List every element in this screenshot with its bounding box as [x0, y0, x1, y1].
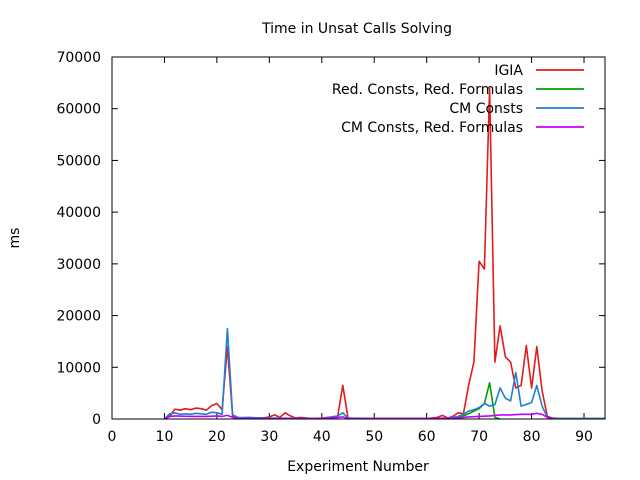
y-tick-label: 20000: [56, 309, 101, 325]
legend-label: CM Consts: [449, 101, 523, 117]
x-tick-label: 60: [418, 429, 436, 445]
y-tick-label: 70000: [56, 50, 101, 66]
x-tick-label: 50: [365, 429, 383, 445]
axis-ticks: [111, 56, 605, 420]
legend-label: Red. Consts, Red. Formulas: [332, 82, 523, 98]
legend-label: CM Consts, Red. Formulas: [341, 120, 523, 136]
legend-label: IGIA: [494, 63, 523, 79]
y-tick-label: 40000: [56, 205, 101, 221]
y-tick-label: 0: [92, 412, 101, 428]
x-tick-label: 40: [313, 429, 331, 445]
y-tick-labels: 0 10000 20000 30000 40000 50000 60000 70000: [56, 50, 101, 428]
x-tick-label: 20: [208, 429, 226, 445]
y-tick-label: 50000: [56, 153, 101, 169]
y-tick-label: 30000: [56, 257, 101, 273]
x-tick-label: 90: [575, 429, 593, 445]
x-tick-label: 30: [260, 429, 278, 445]
y-tick-label: 10000: [56, 360, 101, 376]
y-tick-label: 60000: [56, 102, 101, 118]
legend: IGIA Red. Consts, Red. Formulas CM Consts C…: [332, 63, 584, 136]
x-tick-label: 70: [470, 429, 488, 445]
x-tick-label: 10: [156, 429, 174, 445]
x-tick-labels: 0 10 20 30 40 50 60 70 80 90: [108, 429, 593, 445]
chart-title: Time in Unsat Calls Solving: [261, 21, 452, 37]
series-line-3: [164, 412, 553, 420]
plot-frame: [111, 56, 606, 420]
y-axis-label: ms: [7, 228, 23, 249]
x-tick-label: 80: [523, 429, 541, 445]
x-axis-label: Experiment Number: [287, 459, 429, 475]
x-tick-label: 0: [108, 429, 117, 445]
